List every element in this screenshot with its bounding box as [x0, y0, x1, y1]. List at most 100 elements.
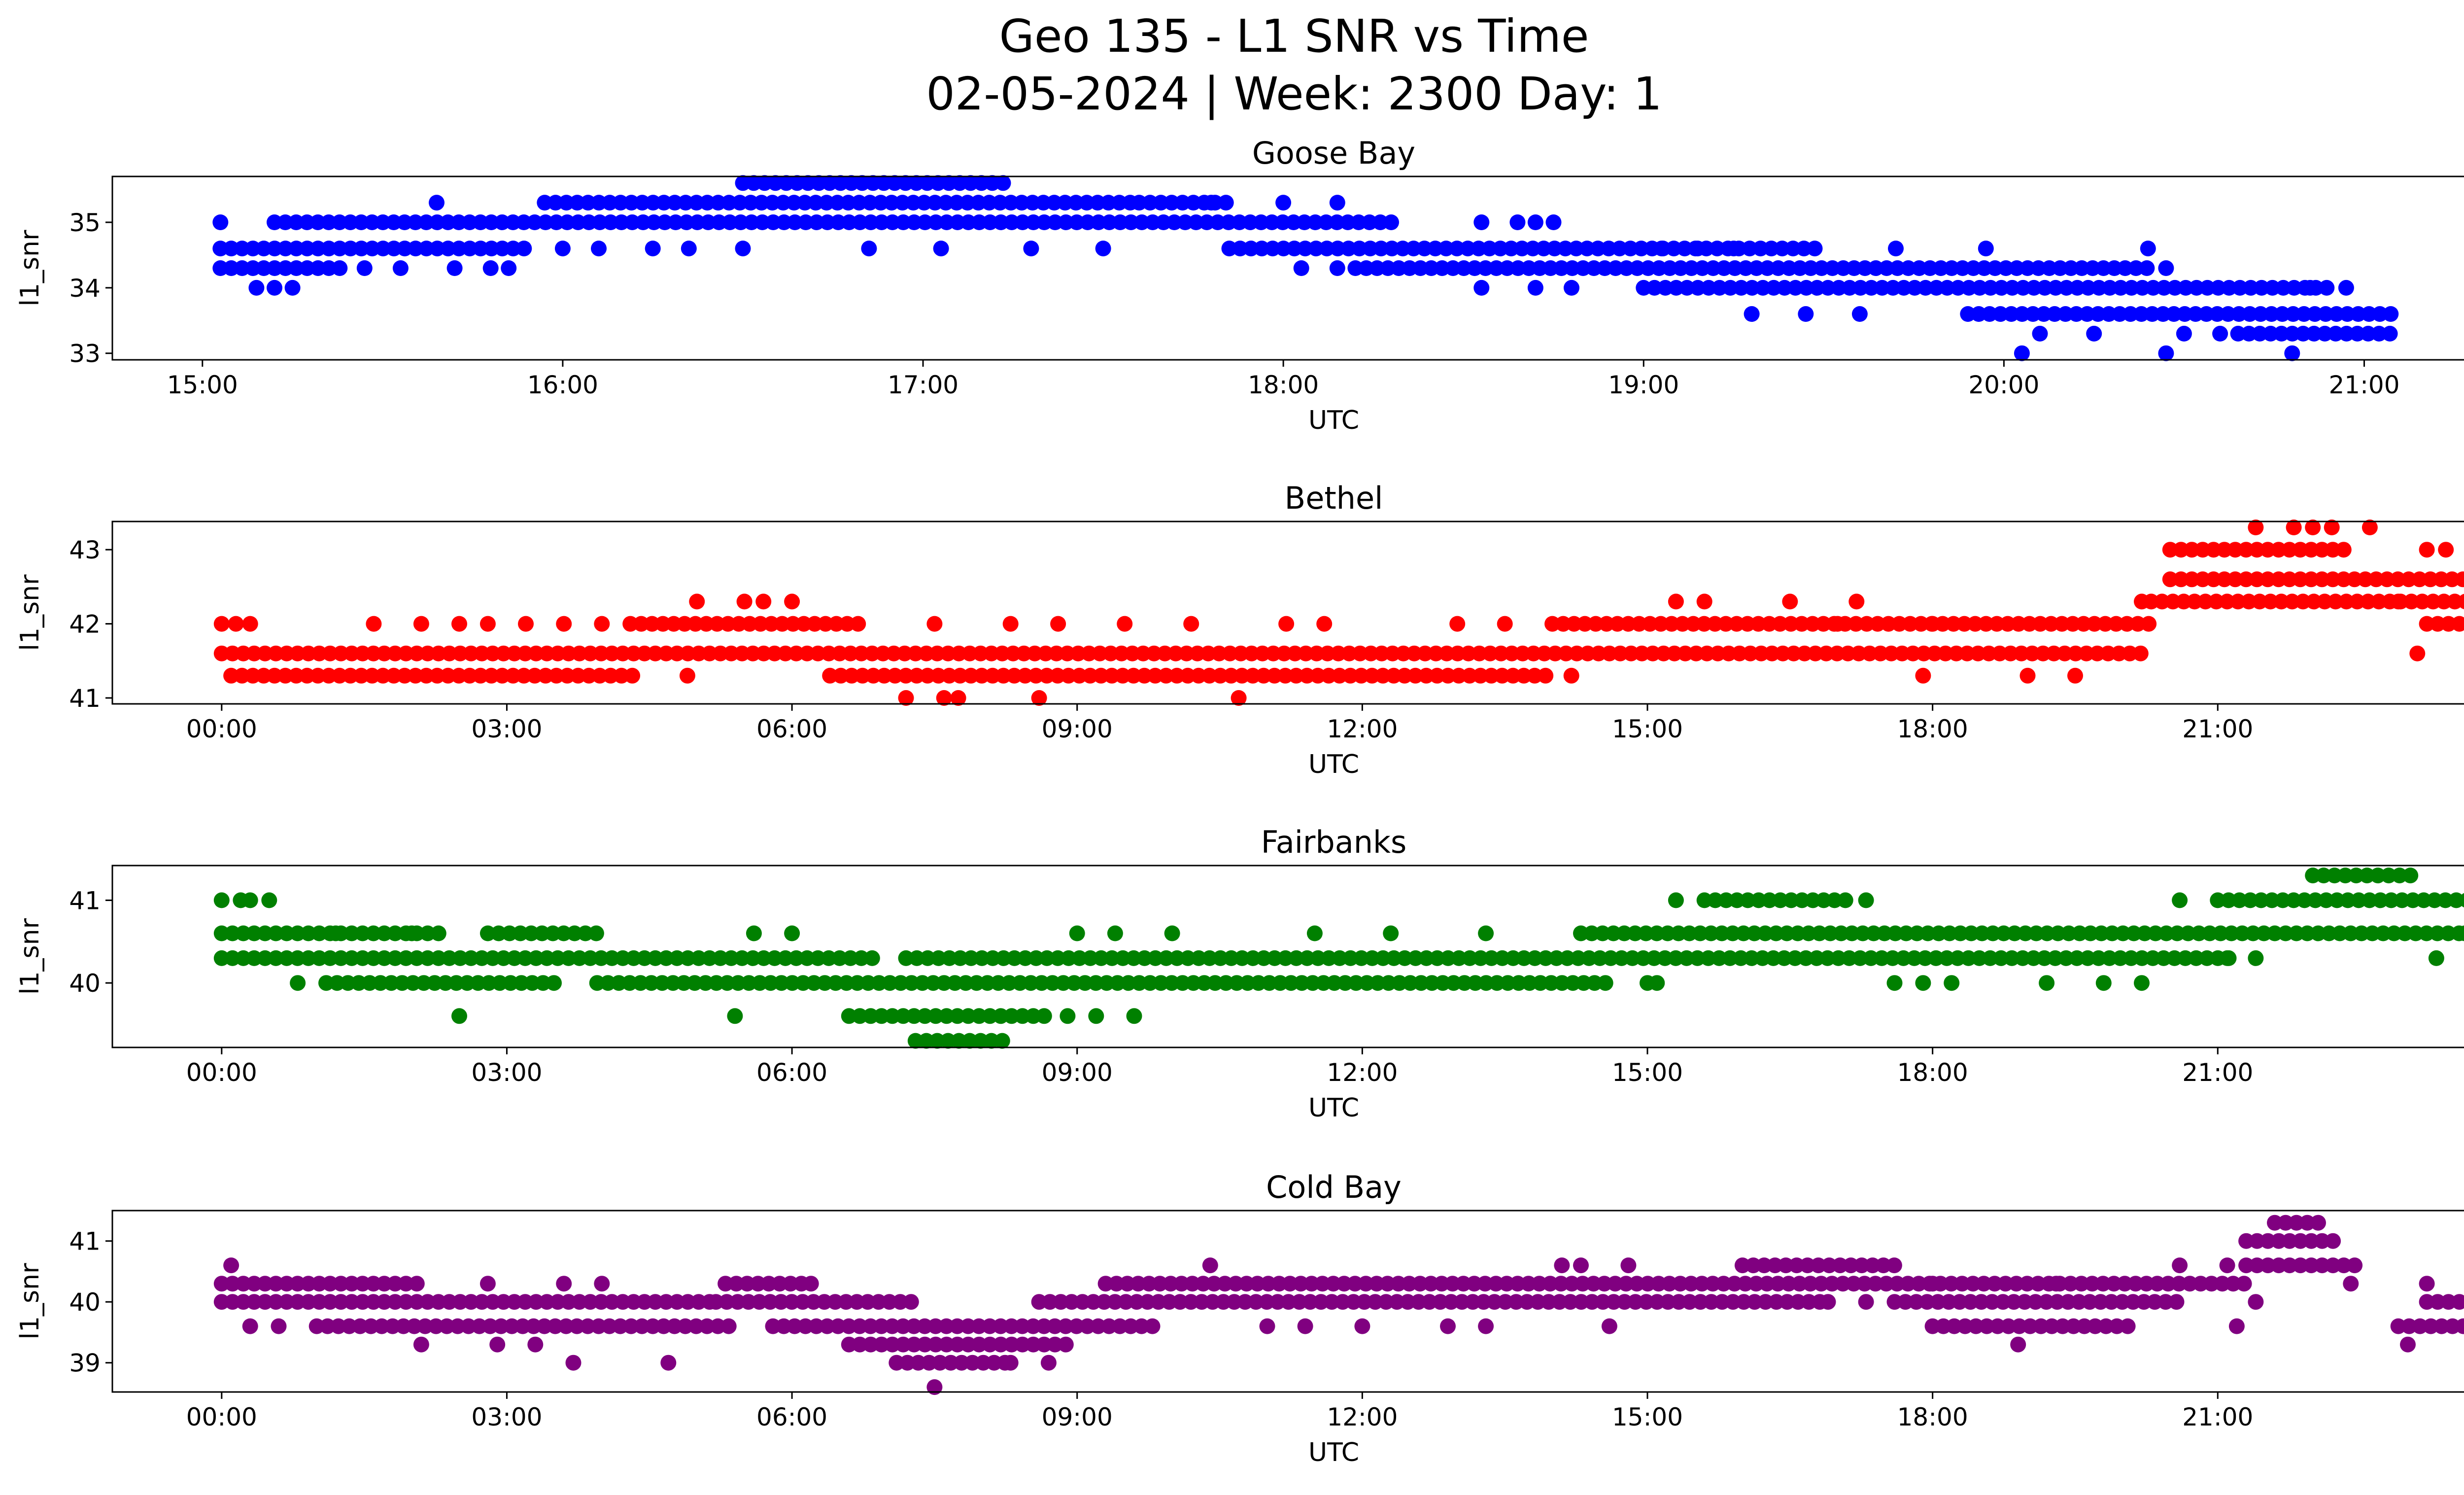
data-point	[505, 667, 521, 684]
data-point	[1014, 1008, 1030, 1024]
data-point	[1196, 975, 1212, 991]
data-point	[1003, 1318, 1020, 1334]
data-point	[1238, 1276, 1255, 1292]
data-point	[1722, 950, 1738, 966]
data-point	[2216, 542, 2232, 558]
data-point	[1551, 1294, 1568, 1310]
data-point	[1194, 1294, 1210, 1310]
data-point	[917, 1008, 933, 1024]
data-point	[1005, 645, 1021, 661]
data-point	[1520, 1276, 1537, 1292]
data-point	[1395, 241, 1411, 257]
data-point	[1779, 925, 1795, 941]
data-point	[1039, 667, 1055, 684]
data-point	[600, 975, 616, 991]
data-point	[1584, 1294, 1600, 1310]
data-point	[429, 241, 445, 257]
data-point	[536, 1318, 552, 1334]
data-point	[516, 667, 532, 684]
data-point	[1256, 950, 1272, 966]
data-point	[720, 1318, 737, 1334]
data-point	[2123, 950, 2139, 966]
data-point	[1108, 1276, 1125, 1292]
data-point	[1948, 645, 1964, 661]
data-point	[2416, 892, 2432, 908]
data-point	[1956, 616, 1973, 632]
data-point	[1505, 667, 1521, 684]
data-point	[2343, 925, 2359, 941]
panel-2-x-tick-label: 03:00	[471, 1058, 542, 1087]
data-point	[2428, 950, 2444, 966]
data-point	[267, 241, 283, 257]
data-point	[838, 975, 855, 991]
data-point	[1250, 975, 1266, 991]
data-point	[2275, 892, 2291, 908]
data-point	[2120, 1318, 2136, 1334]
data-point	[1835, 260, 1851, 276]
data-point	[1037, 645, 1054, 661]
data-point	[1050, 616, 1066, 632]
data-point	[1141, 1276, 1157, 1292]
data-point	[1740, 892, 1756, 908]
data-point	[688, 1318, 704, 1334]
data-point	[267, 214, 282, 230]
data-point	[2275, 279, 2292, 296]
data-point	[1557, 241, 1574, 257]
data-point	[1785, 241, 1801, 257]
data-point	[1316, 616, 1333, 632]
data-point	[1696, 892, 1712, 908]
data-point	[718, 1276, 734, 1292]
data-point	[2177, 950, 2193, 966]
data-point	[983, 1033, 999, 1049]
data-point	[257, 950, 273, 966]
data-point	[318, 975, 334, 991]
data-point	[859, 1294, 876, 1310]
data-point	[1071, 950, 1088, 966]
data-point	[2219, 950, 2235, 966]
data-point	[1774, 241, 1790, 257]
data-point	[404, 925, 420, 941]
data-point	[474, 1294, 490, 1310]
data-point	[680, 950, 696, 966]
data-point	[2166, 306, 2182, 322]
data-point	[429, 667, 445, 684]
data-point	[267, 667, 283, 684]
data-point	[2231, 306, 2247, 322]
data-point	[528, 1294, 544, 1310]
data-point	[343, 645, 360, 661]
data-point	[1843, 1257, 1859, 1274]
data-point	[2039, 925, 2055, 941]
data-point	[528, 645, 544, 661]
data-point	[523, 925, 539, 941]
data-point	[1210, 214, 1226, 230]
data-point	[1221, 241, 1237, 257]
data-point	[2117, 260, 2133, 276]
data-point	[1514, 645, 1531, 661]
data-point	[1211, 645, 1227, 661]
data-point	[2084, 1276, 2100, 1292]
data-point	[1460, 645, 1476, 661]
data-point	[2090, 950, 2107, 966]
data-point	[1003, 195, 1019, 211]
data-point	[892, 1294, 908, 1310]
data-point	[2057, 306, 2074, 322]
data-point	[2444, 1318, 2461, 1334]
data-point	[2401, 1318, 2417, 1334]
data-point	[678, 195, 694, 211]
data-point	[537, 195, 553, 211]
data-point	[495, 1294, 512, 1310]
data-point	[2361, 520, 2378, 535]
data-point	[1780, 1276, 1797, 1292]
data-point	[246, 1294, 262, 1310]
data-point	[906, 1008, 922, 1024]
data-point	[750, 1276, 766, 1292]
data-point	[473, 667, 489, 684]
data-point	[2134, 950, 2150, 966]
data-point	[501, 260, 517, 276]
data-point	[895, 1336, 911, 1353]
data-point	[1098, 975, 1115, 991]
data-point	[277, 260, 294, 276]
data-point	[870, 1294, 887, 1310]
data-point	[2303, 571, 2319, 588]
data-point	[2172, 892, 2188, 908]
